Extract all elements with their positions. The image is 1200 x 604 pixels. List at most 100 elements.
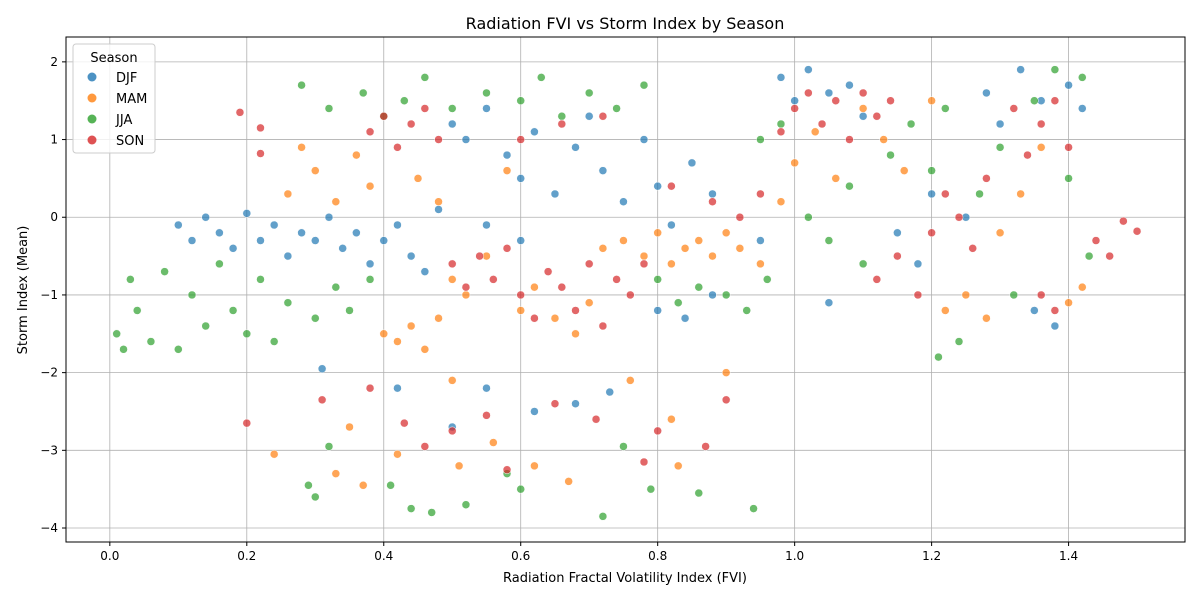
point-son [653, 426, 662, 436]
point-mam [461, 290, 471, 300]
point-mam [721, 228, 731, 238]
x-tick-label: 1.0 [785, 549, 804, 563]
point-djf [516, 174, 525, 183]
point-son [858, 88, 868, 98]
point-mam [639, 251, 649, 261]
point-mam [550, 313, 560, 323]
point-son [256, 123, 265, 133]
point-mam [756, 259, 765, 269]
point-mam [694, 236, 704, 245]
point-mam [454, 461, 464, 471]
point-mam [1016, 189, 1025, 199]
point-djf [324, 212, 334, 222]
point-son [571, 306, 580, 315]
point-jja [187, 290, 197, 300]
point-jja [742, 306, 751, 315]
point-son [550, 399, 560, 408]
point-jja [242, 329, 252, 339]
y-tick-label: −2 [40, 366, 58, 380]
point-son [1119, 216, 1128, 226]
point-mam [858, 104, 868, 113]
point-djf [687, 158, 697, 168]
legend-marker-jja [87, 114, 97, 124]
point-mam [673, 461, 683, 471]
point-djf [913, 259, 923, 269]
point-djf [1016, 65, 1025, 74]
point-djf [311, 236, 320, 245]
point-mam [735, 244, 745, 253]
point-jja [304, 481, 313, 490]
point-mam [680, 244, 690, 253]
point-son [1050, 96, 1060, 105]
point-djf [756, 236, 765, 245]
point-djf [653, 306, 662, 315]
point-jja [311, 313, 320, 323]
plot-frame [65, 36, 1186, 543]
point-son [913, 290, 923, 300]
point-djf [893, 228, 902, 238]
point-jja [954, 337, 964, 346]
point-mam [995, 228, 1005, 238]
point-jja [776, 119, 786, 129]
point-son [927, 228, 936, 238]
point-djf [680, 313, 690, 323]
point-jja [112, 329, 121, 339]
point-jja [612, 104, 621, 113]
point-mam [406, 321, 416, 331]
point-son [1064, 143, 1073, 152]
point-mam [721, 368, 731, 377]
point-son [701, 442, 710, 451]
point-jja [1030, 96, 1039, 105]
legend-label-mam: MAM [116, 92, 147, 107]
point-djf [174, 220, 183, 230]
point-mam [598, 244, 608, 253]
point-mam [927, 96, 936, 105]
point-mam [530, 282, 539, 292]
point-jja [975, 189, 984, 199]
point-mam [358, 481, 368, 490]
legend-marker-son [87, 135, 97, 145]
point-jja [215, 259, 224, 269]
point-mam [653, 228, 662, 238]
point-son [420, 442, 430, 451]
point-mam [584, 298, 594, 307]
point-djf [530, 127, 539, 137]
point-son [804, 88, 813, 98]
legend-title: Season [90, 51, 137, 66]
points [112, 65, 1142, 521]
point-djf [653, 181, 662, 191]
point-son [365, 383, 375, 393]
point-jja [619, 442, 628, 451]
point-mam [982, 313, 991, 323]
point-djf [667, 220, 676, 230]
y-axis-label: Storm Index (Mean) [16, 226, 31, 355]
point-mam [413, 174, 423, 183]
legend-box [72, 43, 156, 154]
point-son [235, 108, 245, 117]
point-jja [598, 512, 608, 521]
point-djf [406, 251, 416, 261]
legend-label-jja: JJA [115, 113, 132, 128]
point-jja [447, 104, 457, 113]
point-jja [283, 298, 293, 307]
point-djf [283, 251, 293, 261]
point-mam [667, 259, 676, 269]
point-son [242, 418, 252, 428]
point-jja [1078, 73, 1087, 82]
point-jja [297, 80, 306, 90]
point-son [406, 119, 416, 129]
point-djf [995, 119, 1005, 129]
point-son [516, 290, 525, 300]
point-son [982, 174, 991, 183]
point-jja [763, 275, 772, 284]
point-jja [721, 290, 731, 300]
y-axis-ticks: 2 1 0 −1 −2 −3 −4 [40, 55, 66, 535]
point-jja [537, 73, 546, 82]
point-jja [269, 337, 279, 346]
point-djf [824, 298, 834, 307]
point-djf [605, 387, 614, 397]
point-son [461, 282, 471, 292]
point-mam [1078, 282, 1087, 292]
point-son [756, 189, 765, 199]
